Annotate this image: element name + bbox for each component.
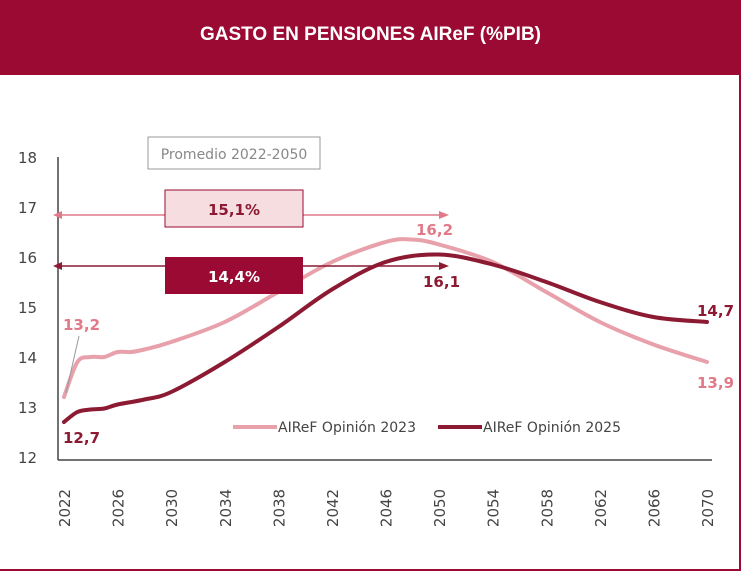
x-tick-label: 2054: [485, 489, 503, 527]
avg-box-2023: [164, 189, 304, 228]
x-tick-label: 2066: [645, 489, 663, 527]
x-tick-label: 2034: [217, 489, 235, 527]
average-box: [147, 136, 321, 170]
label-end-2023: 13,9: [697, 374, 734, 392]
series-line-2025: [62, 252, 709, 424]
leader-line: [65, 335, 80, 394]
x-tick-label: 2046: [378, 489, 396, 527]
y-tick-label: 14: [18, 349, 37, 367]
y-tick-label: 16: [18, 249, 37, 267]
x-tick-label: 2042: [324, 489, 342, 527]
label-start-2023: 13,2: [63, 316, 100, 334]
label-end-2025: 14,7: [697, 302, 734, 320]
y-tick-label: 12: [18, 449, 37, 467]
x-tick-label: 2038: [270, 489, 288, 527]
avg-box-2025: [165, 257, 303, 294]
y-tick-label: 18: [18, 149, 37, 167]
chart-title: GASTO EN PENSIONES AIReF (%PIB): [0, 0, 741, 75]
x-tick-label: 2062: [592, 489, 610, 527]
average-box-title: Promedio 2022-2050: [161, 147, 308, 163]
label-start-2025: 12,7: [63, 429, 100, 447]
x-tick-label: 2026: [110, 489, 128, 527]
arrow-head-left-icon: [53, 262, 62, 270]
arrow-head-right-icon: [439, 262, 449, 270]
legend-label-2023: AIReF Opinión 2023: [278, 420, 416, 436]
y-tick-label: 13: [18, 399, 37, 417]
y-tick-label: 17: [18, 199, 37, 217]
x-tick-label: 2058: [538, 489, 556, 527]
y-tick-label: 15: [18, 299, 37, 317]
label-2050-2025: 16,1: [423, 273, 460, 291]
label-2050-2023: 16,2: [416, 221, 453, 239]
arrow-head-right-icon: [439, 211, 449, 219]
avg-value-2025: 14,4%: [208, 268, 260, 286]
legend-label-2025: AIReF Opinión 2025: [483, 420, 621, 436]
x-tick-label: 2030: [163, 489, 181, 527]
x-tick-label: 2070: [699, 489, 717, 527]
x-tick-label: 2022: [56, 489, 74, 527]
arrow-head-left-icon: [53, 211, 62, 219]
x-tick-label: 2050: [431, 489, 449, 527]
avg-value-2023: 15,1%: [208, 201, 260, 219]
